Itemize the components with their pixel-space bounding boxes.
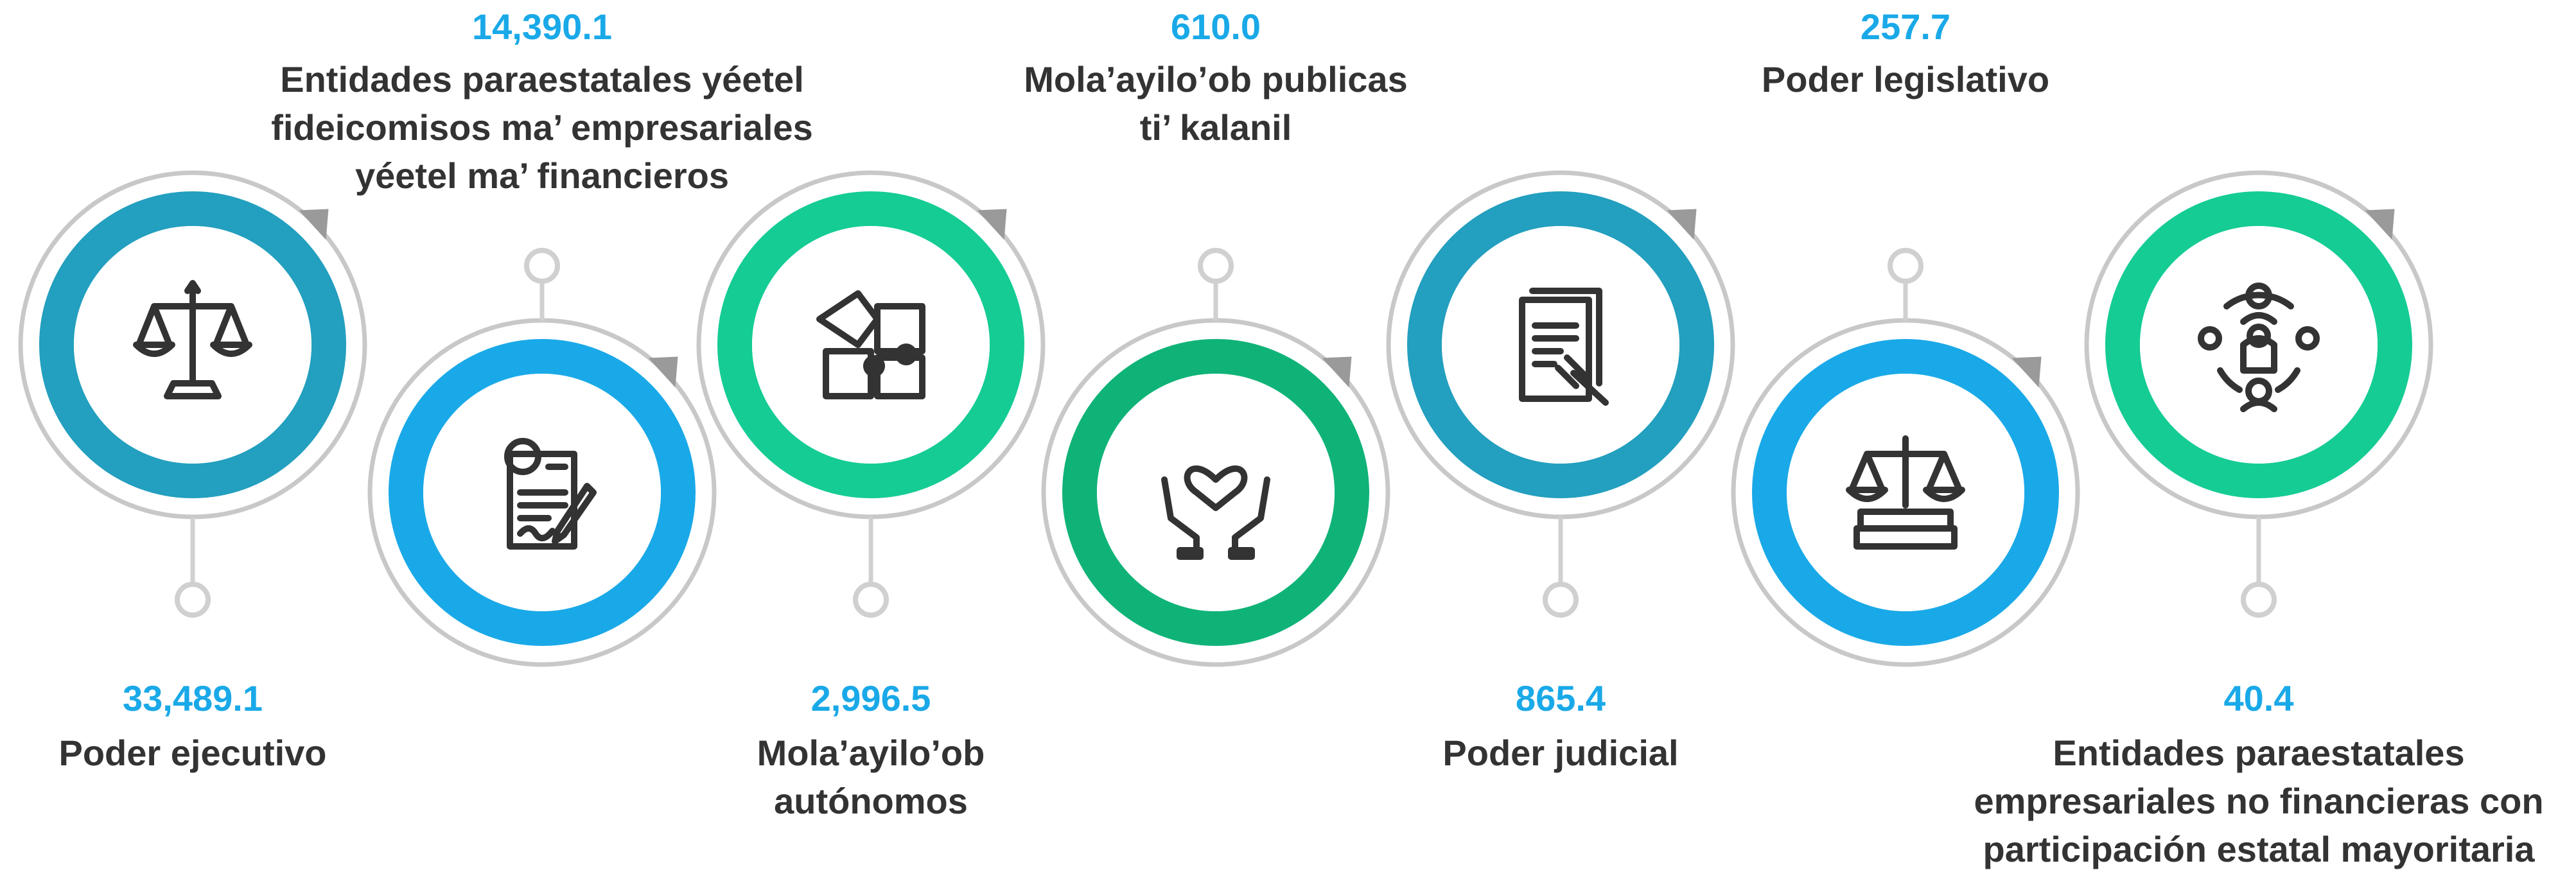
label-line: fideicomisos ma’ empresariales <box>271 107 813 148</box>
label-line: Entidades paraestatales <box>2053 733 2464 773</box>
label-line: Mola’ayilo’ob publicas <box>1024 59 1407 100</box>
color-ring <box>2105 191 2412 498</box>
arrow-head <box>648 356 678 388</box>
step: 14,390.1 Entidades paraestatales yéetel fi… <box>271 6 813 667</box>
step: 40.4 Entidades paraestatales empresariales… <box>1974 170 2544 869</box>
label-line: autónomos <box>774 781 968 821</box>
pin-head <box>1888 248 1923 284</box>
pin-head <box>524 248 560 284</box>
pin-head <box>175 582 211 618</box>
label-line: Poder judicial <box>1442 733 1678 773</box>
color-ring <box>1407 191 1714 498</box>
label-line: empresariales no financieras con <box>1974 781 2543 821</box>
arrow-head <box>1667 209 1697 240</box>
pin-head <box>1198 248 1234 284</box>
color-ring <box>717 191 1024 498</box>
step: 33,489.1 Poder ejecutivo <box>18 170 367 773</box>
icon <box>1161 465 1270 560</box>
color-ring <box>1752 339 2059 646</box>
step: 2,996.5 Mola’ayilo’ob autónomos <box>696 170 1046 821</box>
step: 610.0 Mola’ayilo’ob publicas ti’ kalanil <box>1024 6 1408 667</box>
icon <box>1519 288 1609 406</box>
step: 257.7 Poder legislativo <box>1731 6 2080 667</box>
color-ring <box>389 339 696 646</box>
amount: 14,390.1 <box>472 6 612 47</box>
label-line: Poder ejecutivo <box>58 733 326 773</box>
amount: 610.0 <box>1171 6 1261 47</box>
inner-disc <box>1442 226 1679 464</box>
amount: 257.7 <box>1861 6 1950 47</box>
label-line: Poder legislativo <box>1762 59 2049 100</box>
color-ring <box>1062 339 1369 646</box>
amount: 2,996.5 <box>811 678 931 718</box>
icon <box>133 280 252 399</box>
inner-disc <box>752 226 990 464</box>
label-line: participación estatal mayoritaria <box>1983 829 2535 869</box>
arrow-head <box>1322 356 1352 388</box>
color-ring <box>39 191 346 498</box>
amount: 865.4 <box>1516 678 1606 718</box>
amount: 40.4 <box>2224 678 2294 718</box>
arrow-head <box>299 209 329 240</box>
pin-head <box>853 582 889 618</box>
arrow-head <box>977 209 1007 240</box>
label-line: ti’ kalanil <box>1140 107 1292 148</box>
step: 865.4 Poder judicial <box>1386 170 1735 773</box>
amount: 33,489.1 <box>123 678 263 718</box>
pin-head <box>2241 582 2277 618</box>
arrow-head <box>2365 209 2395 240</box>
icon <box>504 438 597 550</box>
arrow-head <box>2011 356 2042 388</box>
label-line: Mola’ayilo’ob <box>757 733 985 773</box>
icon <box>1846 435 1965 550</box>
icon <box>2198 283 2320 412</box>
inner-disc <box>1097 374 1335 611</box>
pin-head <box>1543 582 1579 618</box>
label-line: yéetel ma’ financieros <box>355 155 729 196</box>
icon <box>816 290 925 399</box>
label-line: Entidades paraestatales yéetel <box>280 59 804 100</box>
